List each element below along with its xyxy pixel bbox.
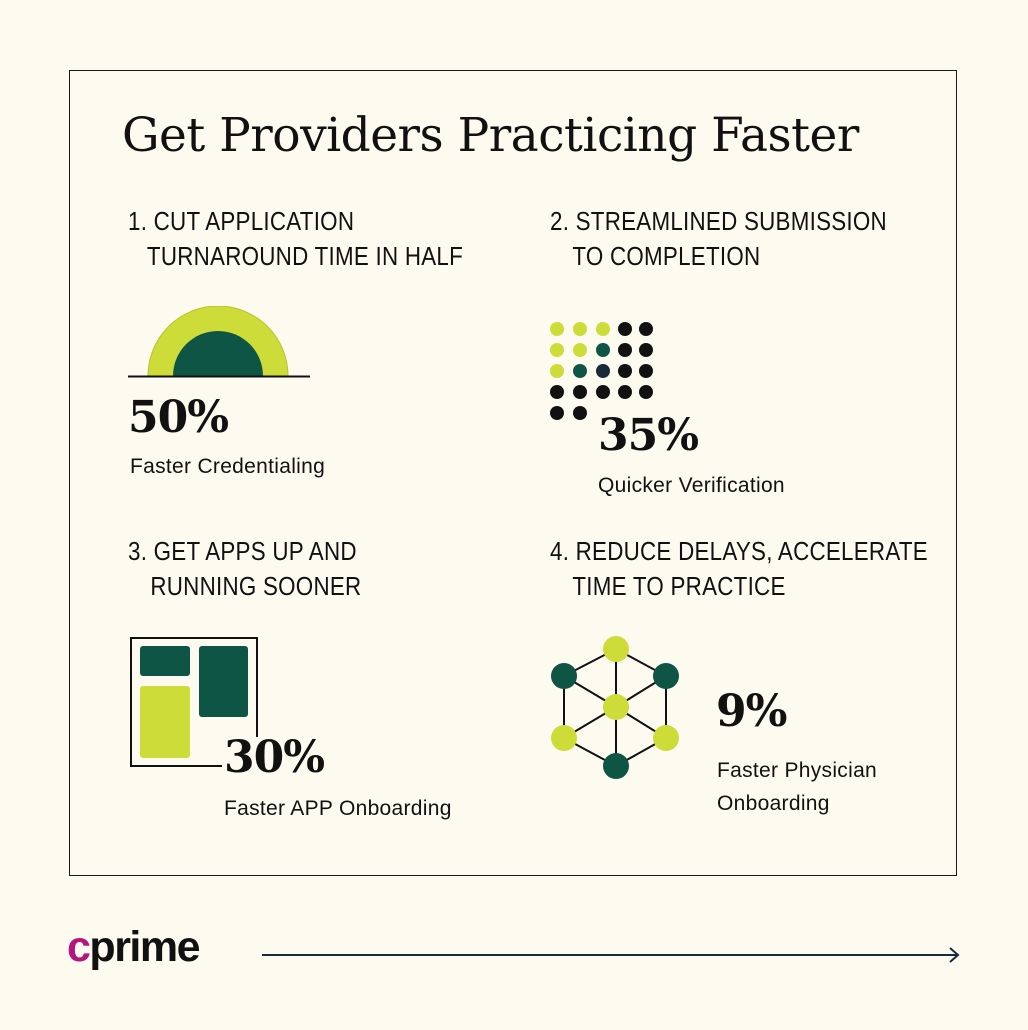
section-3-heading-line1: 3. GET APPS UP AND [128,536,357,566]
section-1-stat: 50% [128,392,229,443]
section-4-stat: 9% [716,686,787,737]
content-frame [69,70,957,876]
section-4-caption-line1: Faster Physician [717,759,878,782]
network-cube-icon [551,636,679,779]
section-1-caption: Faster Credentialing [130,455,326,478]
cprime-logo: cprime [67,923,201,972]
section-2-heading: 2. STREAMLINED SUBMISSION TO COMPLETION [550,204,887,274]
section-2-caption: Quicker Verification [598,474,785,497]
arrow-right-icon[interactable] [262,945,962,965]
section-4-caption: Faster Physician Onboarding [717,754,877,820]
section-3-heading-line2: RUNNING SOONER [150,571,362,601]
section-4-heading: 4. REDUCE DELAYS, ACCELERATE TIME TO PRA… [550,534,928,604]
section-3-heading: 3. GET APPS UP AND RUNNING SOONER [128,534,361,604]
page-title: Get Providers Practicing Faster [122,108,859,163]
section-4-caption-line2: Onboarding [717,792,830,815]
section-4-heading-line1: 4. REDUCE DELAYS, ACCELERATE [550,536,928,566]
section-3-caption: Faster APP Onboarding [224,797,452,820]
section-2-heading-line1: 2. STREAMLINED SUBMISSION [550,206,887,236]
section-1-heading-line2: TURNAROUND TIME IN HALF [146,241,464,271]
half-circle-icon [128,306,310,378]
app-blocks-icon [130,637,258,767]
logo-rest: prime [89,923,200,971]
logo-accent: c [67,923,91,971]
section-1-heading: 1. CUT APPLICATION TURNAROUND TIME IN HA… [128,204,463,274]
section-1-heading-line1: 1. CUT APPLICATION [128,206,355,236]
section-2-stat: 35% [598,410,699,461]
section-2-heading-line2: TO COMPLETION [572,241,761,271]
section-3-stat: 30% [224,732,325,783]
section-4-heading-line2: TIME TO PRACTICE [572,571,786,601]
dot-grid-icon [550,322,653,420]
